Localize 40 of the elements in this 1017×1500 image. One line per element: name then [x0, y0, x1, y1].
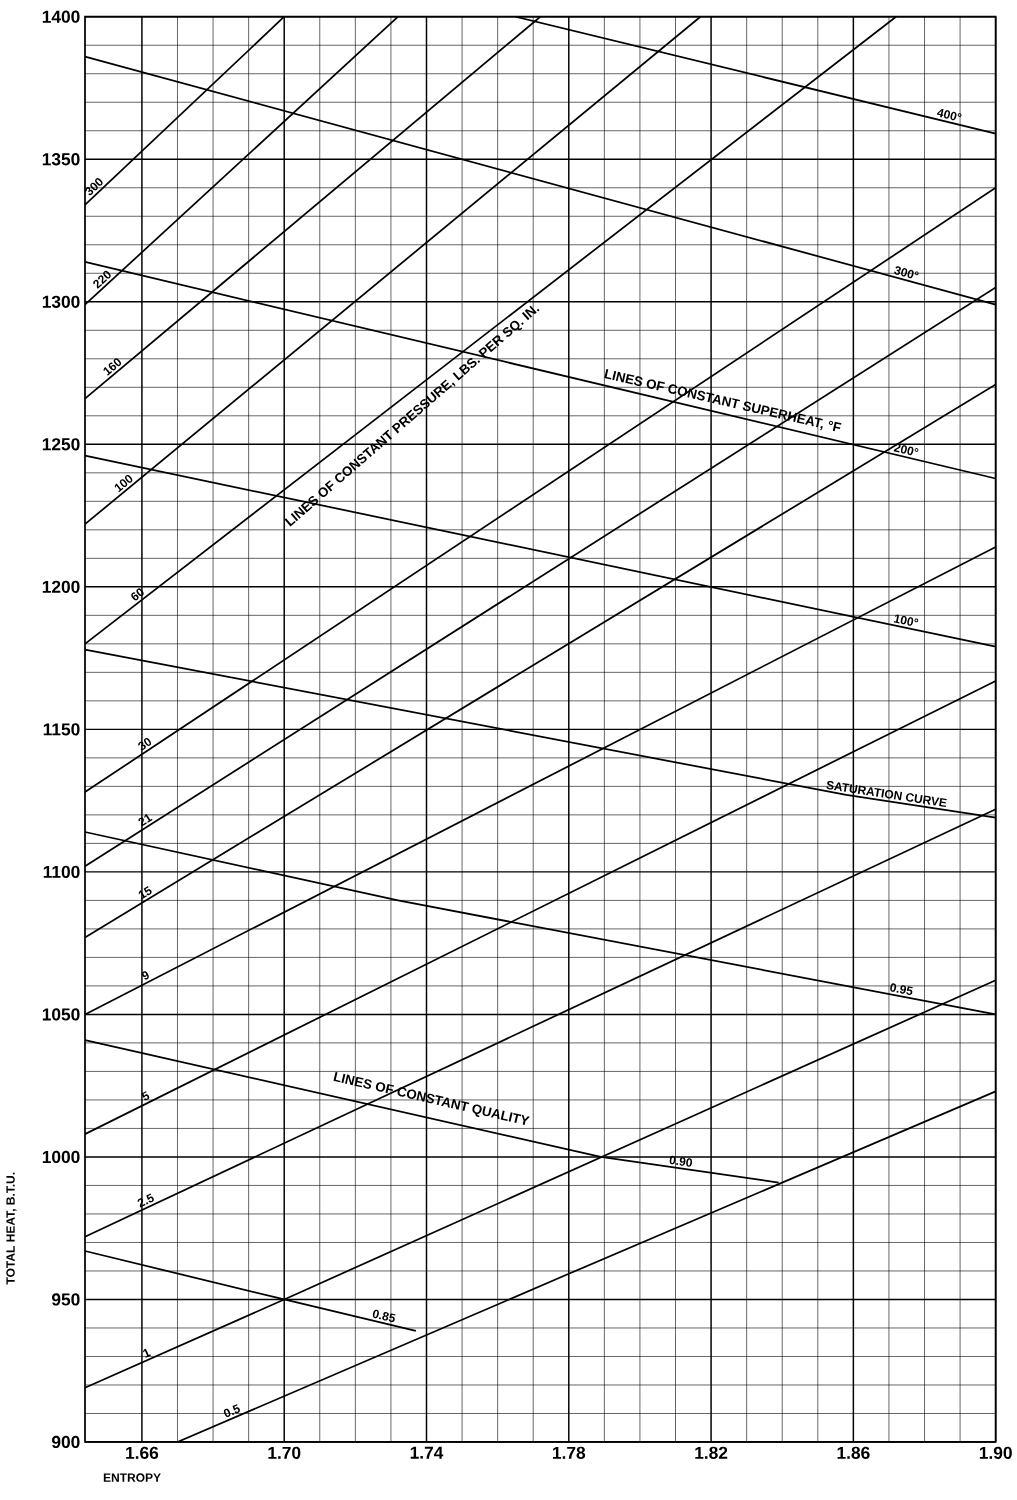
- y-axis-title: TOTAL HEAT, B.T.U.: [6, 1172, 17, 1285]
- x-tick-label: 1.70: [268, 1446, 301, 1459]
- y-tick-label: 1050: [42, 1008, 80, 1021]
- text: 100°: [893, 614, 919, 626]
- text: 2.5: [137, 1193, 154, 1208]
- text: 0.85: [372, 1309, 396, 1323]
- text: 9: [141, 971, 149, 980]
- text: 0.5: [223, 1404, 240, 1418]
- y-tick-label: 1200: [42, 580, 80, 593]
- y-tick-label: 1000: [42, 1150, 80, 1164]
- text: 21: [138, 813, 153, 827]
- x-tick-label: 1.82: [695, 1446, 728, 1459]
- text: 220: [93, 270, 111, 289]
- text: 15: [138, 886, 152, 900]
- y-tick-label: 950: [51, 1293, 80, 1306]
- text: SATURATION CURVE: [826, 781, 947, 808]
- x-tick-label: 1.74: [410, 1446, 444, 1459]
- text: 0.95: [890, 983, 913, 995]
- y-tick-label: 1300: [42, 295, 80, 308]
- y-tick-label: 1400: [42, 10, 80, 23]
- text: 100: [114, 474, 133, 493]
- text: 1: [143, 1348, 151, 1358]
- x-tick-label: 1.86: [837, 1446, 870, 1459]
- text: 0.90: [669, 1155, 693, 1167]
- x-tick-label: 1.66: [126, 1446, 159, 1459]
- text: 300°: [894, 266, 919, 279]
- text: 160: [103, 358, 122, 376]
- y-tick-label: 1100: [43, 865, 80, 879]
- text: 60: [131, 588, 144, 601]
- x-tick-label: 1.78: [553, 1446, 586, 1459]
- y-tick-label: 1350: [42, 153, 80, 166]
- text: 300: [85, 178, 103, 196]
- x-tick-label: 1.90: [979, 1446, 1012, 1459]
- text: 5: [141, 1091, 150, 1101]
- x-axis-title: ENTROPY: [103, 1473, 161, 1482]
- y-tick-label: 1250: [42, 438, 80, 451]
- y-tick-label: 1150: [43, 723, 80, 736]
- text: 30: [138, 737, 152, 750]
- y-tick-label: 900: [51, 1435, 80, 1449]
- text: 400°: [936, 108, 962, 121]
